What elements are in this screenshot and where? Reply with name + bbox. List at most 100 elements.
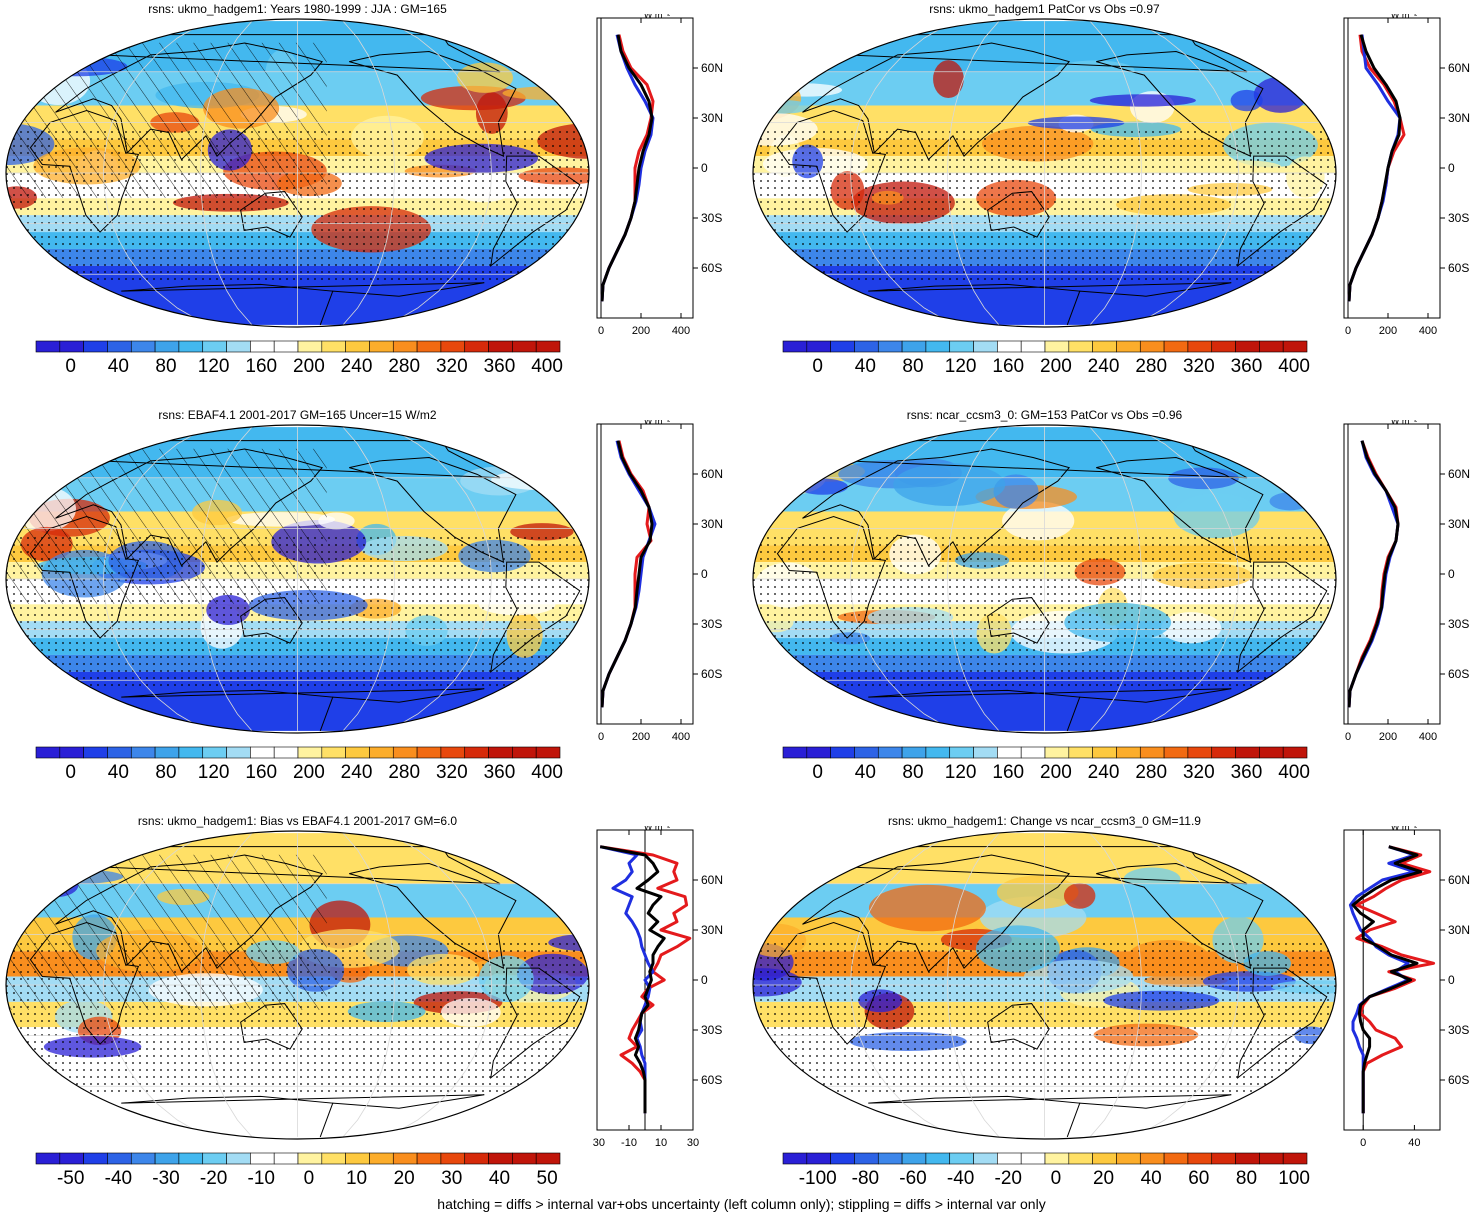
colorbar-box (830, 1152, 855, 1165)
coastline-greenland (842, 440, 1248, 479)
graticule-lon (1135, 832, 1239, 1138)
lat-tick-label: 60N (701, 873, 723, 887)
colorbar (782, 340, 1308, 353)
colorbar-box (321, 1152, 346, 1165)
lat-tick-label: 30N (701, 111, 723, 125)
profile-unit: W m⁻² (1391, 826, 1417, 832)
colorbar-tick-label: -30 (152, 1168, 180, 1189)
map-bottom-left (5, 830, 590, 1140)
zonal-profile-top-right: 60N 30N 0 30S 60S 0 200 400 W m⁻² (1343, 14, 1470, 337)
colorbar-box (1116, 1152, 1141, 1165)
colorbar-box (440, 746, 466, 759)
colorbar-tick-label: 320 (435, 762, 468, 783)
colorbar-box (345, 340, 370, 353)
colorbar-box (1092, 340, 1117, 353)
graticule-lon (1135, 426, 1239, 732)
colorbar-box (273, 746, 299, 759)
coastline-greenland (842, 34, 1248, 73)
colorbar-box (997, 1152, 1022, 1165)
colorbar-tick-label: 320 (1182, 356, 1215, 377)
colorbar-tick-label: -60 (899, 1168, 927, 1189)
coastline-greenland (95, 846, 501, 885)
colorbar-box (997, 746, 1022, 759)
map-anomaly-blob (1173, 493, 1260, 539)
colorbar-box (226, 746, 251, 759)
hatching (6, 448, 327, 604)
profile-line-mean (600, 34, 654, 302)
coastline-samerica (1237, 967, 1328, 1080)
lat-tick-label: 60S (701, 261, 722, 275)
colorbar-box (830, 746, 855, 759)
colorbar-box (535, 1152, 561, 1165)
x-tick-label: -30 (593, 1137, 605, 1149)
lat-tick-label: 30S (1448, 617, 1469, 631)
map-anomaly-blob (6, 880, 32, 918)
colorbar-box (949, 1152, 974, 1165)
colorbar-box (59, 746, 84, 759)
map-anomaly-blob (1230, 89, 1263, 112)
zonal-profile-middle-right: 60N 30N 0 30S 60S 0 200 400 W m⁻² (1343, 420, 1470, 743)
colorbar-box (830, 340, 855, 353)
profile-unit: W m⁻² (644, 14, 670, 20)
colorbar-box (202, 1152, 227, 1165)
map-anomaly-blob (797, 478, 848, 495)
colorbar-box (854, 1152, 879, 1165)
lat-tick-label: 60N (1448, 61, 1470, 75)
x-tick-label: 0 (1345, 325, 1351, 337)
map-anomaly-blob (868, 884, 986, 932)
colorbar-box (1211, 1152, 1236, 1165)
colorbar-box (464, 340, 489, 353)
colorbar-box (464, 746, 489, 759)
colorbar-box (1116, 746, 1141, 759)
colorbar-box (949, 340, 974, 353)
colorbar-box (1020, 1152, 1046, 1165)
profile-frame (1343, 829, 1441, 1131)
colorbar-tick-label: 360 (1230, 762, 1263, 783)
coastline-samerica (1237, 155, 1328, 268)
colorbar-box (901, 1152, 927, 1165)
coastline-samerica (1237, 561, 1328, 674)
colorbar-box (1092, 746, 1117, 759)
colorbar-box (1187, 1152, 1213, 1165)
colorbar-box (297, 746, 323, 759)
graticule-lon (1089, 426, 1142, 732)
coastline-africa (29, 110, 140, 233)
colorbar-tick-label: 0 (65, 356, 77, 377)
colorbar-box (226, 1152, 251, 1165)
colorbar-tick-label: 40 (854, 762, 876, 783)
colorbar-tick-label: 400 (1278, 356, 1310, 377)
colorbar-box (512, 1152, 537, 1165)
colorbar-box (1139, 1152, 1165, 1165)
map-anomaly-blob (893, 463, 1006, 507)
graticule-lon (200, 426, 253, 732)
colorbar-tick-label: 160 (992, 762, 1025, 783)
colorbar-box (416, 1152, 442, 1165)
lat-tick-label: 0 (701, 567, 708, 581)
x-tick-label: 10 (655, 1137, 667, 1149)
x-tick-label: 0 (1345, 731, 1351, 743)
colorbar-tick-label: 240 (1087, 762, 1120, 783)
colorbar-box (535, 340, 561, 353)
coastline-eurasia (802, 42, 1071, 161)
coastline-eurasia (55, 42, 324, 161)
lat-tick-label: 30S (1448, 211, 1469, 225)
colorbar-box (901, 746, 927, 759)
colorbar-tick-label: 40 (854, 356, 876, 377)
coastline-australia (987, 191, 1050, 238)
profile-frame (596, 423, 694, 725)
colorbar-box (250, 1152, 275, 1165)
colorbar-box (925, 1152, 951, 1165)
colorbar-box (369, 1152, 394, 1165)
colorbar-tick-label: 100 (1278, 1168, 1310, 1189)
figure-footnote: hatching = diffs > internal var+obs unce… (437, 1196, 1046, 1212)
colorbar-box (392, 746, 418, 759)
colorbar-tick-label: 40 (107, 762, 129, 783)
colorbar-box (1235, 1152, 1260, 1165)
graticule-lon (388, 20, 492, 326)
colorbar-box (925, 340, 951, 353)
colorbar-tick-label: 80 (155, 762, 177, 783)
colorbar-box (1235, 340, 1260, 353)
colorbar-box (925, 746, 951, 759)
coastline-samerica (490, 155, 581, 268)
graticule-lon (103, 20, 207, 326)
